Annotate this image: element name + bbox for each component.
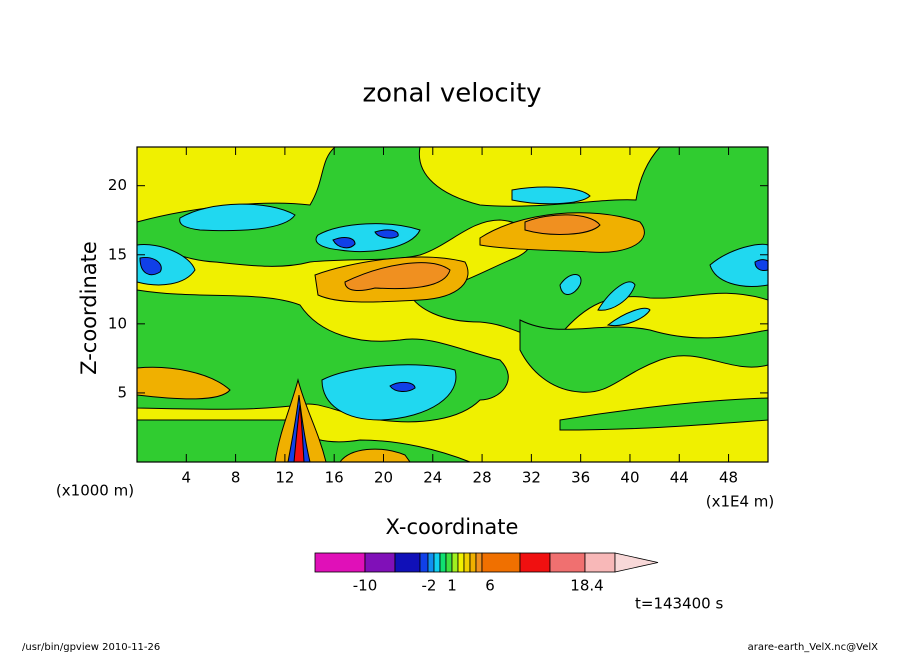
x-tick-label: 20 xyxy=(374,469,393,487)
colorbar-segment xyxy=(451,552,459,573)
colorbar-segment xyxy=(481,552,521,573)
footer-left: /usr/bin/gpview 2010-11-26 xyxy=(22,642,160,653)
colorbar-segment xyxy=(364,552,396,573)
colorbar-tick-label: 1 xyxy=(447,577,457,595)
y-tick-label: 10 xyxy=(108,314,127,332)
x-tick-label: 44 xyxy=(670,469,689,487)
colorbar-segment xyxy=(475,552,483,573)
colorbar-tick-label: 6 xyxy=(485,577,495,595)
colorbar-segment xyxy=(584,552,616,573)
colorbar-tick-label: -2 xyxy=(422,577,437,595)
x-tick-label: 28 xyxy=(473,469,492,487)
x-tick-label: 48 xyxy=(719,469,738,487)
x-tick-label: 40 xyxy=(620,469,639,487)
contour-field xyxy=(136,146,769,463)
colorbar-segment xyxy=(457,552,465,573)
x-tick-label: 32 xyxy=(522,469,541,487)
x-tick-label: 4 xyxy=(182,469,192,487)
colorbar-segment xyxy=(433,552,441,573)
chart-title: zonal velocity xyxy=(362,79,541,109)
colorbar-segment xyxy=(549,552,586,573)
colorbar-segment xyxy=(394,552,421,573)
colorbar-segment xyxy=(463,552,471,573)
colorbar-segment xyxy=(314,552,366,573)
colorbar-segment xyxy=(469,552,477,573)
x-tick-label: 24 xyxy=(423,469,442,487)
time-label: t=143400 s xyxy=(635,595,723,613)
colorbar-tick-label: 18.4 xyxy=(570,577,603,595)
colorbar-tick-label: -10 xyxy=(353,577,378,595)
colorbar-extension xyxy=(614,552,659,573)
y-axis-label: Z-coordinate xyxy=(77,241,101,375)
y-tick-label: 20 xyxy=(108,176,127,194)
x-axis-label: X-coordinate xyxy=(386,515,519,539)
colorbar: -10 -2 1 6 18.4 xyxy=(314,552,659,595)
footer-right: arare-earth_VelX.nc@VelX xyxy=(748,642,879,653)
colorbar-segment xyxy=(445,552,453,573)
y-unit: (x1000 m) xyxy=(56,482,134,500)
colorbar-segment xyxy=(519,552,551,573)
colorbar-segment xyxy=(419,552,429,573)
x-tick-label: 36 xyxy=(571,469,590,487)
x-tick-label: 8 xyxy=(231,469,241,487)
x-tick-label: 12 xyxy=(275,469,294,487)
x-unit: (x1E4 m) xyxy=(706,493,775,511)
colorbar-segment xyxy=(427,552,435,573)
colorbar-segment xyxy=(439,552,447,573)
plot-frame xyxy=(136,146,769,463)
y-tick-label: 5 xyxy=(117,383,127,401)
y-tick-label: 15 xyxy=(108,245,127,263)
x-tick-label: 16 xyxy=(325,469,344,487)
